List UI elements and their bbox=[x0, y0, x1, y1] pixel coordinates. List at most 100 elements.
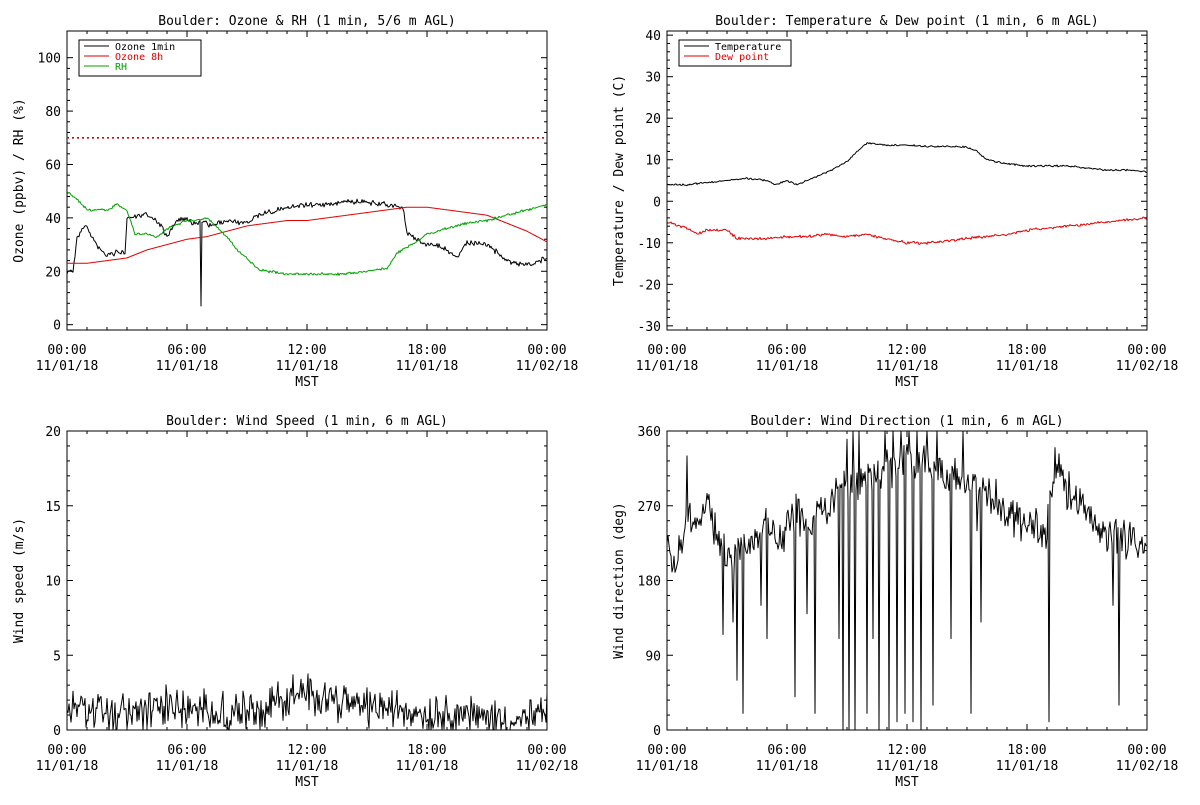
x-tick-time-label: 00:00 bbox=[1127, 743, 1166, 758]
y-tick-label: 270 bbox=[638, 500, 661, 515]
y-tick-label: 10 bbox=[45, 575, 61, 590]
y-tick-label: 0 bbox=[653, 724, 661, 739]
x-axis-label: MST bbox=[295, 775, 319, 790]
x-tick-date-label: 11/01/18 bbox=[996, 359, 1059, 374]
chart-panel-4: Boulder: Wind Direction (1 min, 6 m AGL)… bbox=[612, 414, 1178, 790]
chart-title: Boulder: Wind Speed (1 min, 6 m AGL) bbox=[166, 414, 448, 429]
chart-title: Boulder: Wind Direction (1 min, 6 m AGL) bbox=[750, 414, 1063, 429]
x-tick-time-label: 06:00 bbox=[167, 343, 206, 358]
data-area bbox=[667, 142, 1147, 245]
plot-frame bbox=[666, 430, 1148, 731]
x-tick-date-label: 11/01/18 bbox=[276, 759, 339, 774]
x-tick-date-label: 11/01/18 bbox=[276, 359, 339, 374]
x-tick-time-label: 06:00 bbox=[767, 343, 806, 358]
legend-label: Temperature bbox=[715, 42, 781, 53]
x-tick-time-label: 06:00 bbox=[767, 743, 806, 758]
x-tick-date-label: 11/01/18 bbox=[636, 359, 699, 374]
x-tick-date-label: 11/01/18 bbox=[156, 359, 219, 374]
y-tick-label: 30 bbox=[645, 71, 661, 86]
y-tick-label: 80 bbox=[45, 105, 61, 120]
x-tick-date-label: 11/02/18 bbox=[1116, 359, 1179, 374]
y-axis-label: Ozone (ppbv) / RH (%) bbox=[12, 98, 27, 262]
legend-label: Ozone 8h bbox=[115, 52, 163, 63]
x-tick-date-label: 11/02/18 bbox=[516, 359, 579, 374]
x-tick-date-label: 11/01/18 bbox=[756, 359, 819, 374]
y-tick-label: 360 bbox=[638, 425, 661, 440]
x-tick-time-label: 00:00 bbox=[647, 343, 686, 358]
chart-title: Boulder: Ozone & RH (1 min, 5/6 m AGL) bbox=[158, 14, 455, 29]
x-tick-date-label: 11/01/18 bbox=[996, 759, 1059, 774]
y-tick-label: 20 bbox=[645, 112, 661, 127]
data-area bbox=[667, 431, 1147, 730]
chart-panel-3: Boulder: Wind Speed (1 min, 6 m AGL) 0 5 10… bbox=[12, 414, 578, 790]
series-line bbox=[67, 198, 547, 307]
y-tick-label: 0 bbox=[653, 195, 661, 210]
y-axis-label: Temperature / Dew point (C) bbox=[612, 75, 627, 286]
data-area bbox=[67, 190, 547, 307]
series-line bbox=[667, 431, 1147, 730]
data-area bbox=[67, 673, 547, 730]
plot-frame bbox=[666, 30, 1148, 331]
x-tick-date-label: 11/01/18 bbox=[876, 759, 939, 774]
x-tick-date-label: 11/01/18 bbox=[156, 759, 219, 774]
x-tick-date-label: 11/01/18 bbox=[36, 759, 99, 774]
x-tick-time-label: 00:00 bbox=[47, 343, 86, 358]
y-tick-label: 15 bbox=[45, 500, 61, 515]
x-tick-date-label: 11/01/18 bbox=[636, 759, 699, 774]
chart-title: Boulder: Temperature & Dew point (1 min,… bbox=[715, 14, 1099, 29]
x-tick-date-label: 11/01/18 bbox=[36, 359, 99, 374]
y-tick-label: 0 bbox=[53, 319, 61, 334]
y-tick-label: 20 bbox=[45, 265, 61, 280]
y-tick-label: 20 bbox=[45, 425, 61, 440]
x-axis-label: MST bbox=[895, 375, 919, 390]
x-axis-label: MST bbox=[895, 775, 919, 790]
x-tick-date-label: 11/01/18 bbox=[876, 359, 939, 374]
x-tick-time-label: 00:00 bbox=[1127, 343, 1166, 358]
legend-label: RH bbox=[115, 62, 127, 73]
chart-panel-2: Boulder: Temperature & Dew point (1 min,… bbox=[612, 14, 1178, 390]
y-tick-label: -10 bbox=[638, 237, 661, 252]
y-tick-label: 5 bbox=[53, 649, 61, 664]
y-tick-label: 40 bbox=[45, 212, 61, 227]
series-line bbox=[667, 142, 1147, 187]
y-axis-label: Wind direction (deg) bbox=[612, 502, 627, 659]
x-tick-date-label: 11/02/18 bbox=[1116, 759, 1179, 774]
y-tick-label: 90 bbox=[645, 649, 661, 664]
x-tick-time-label: 18:00 bbox=[407, 343, 446, 358]
y-axis-label: Wind speed (m/s) bbox=[12, 518, 27, 643]
x-tick-time-label: 06:00 bbox=[167, 743, 206, 758]
x-tick-time-label: 00:00 bbox=[47, 743, 86, 758]
x-tick-time-label: 12:00 bbox=[287, 343, 326, 358]
x-tick-time-label: 12:00 bbox=[287, 743, 326, 758]
y-tick-label: 60 bbox=[45, 158, 61, 173]
y-tick-label: 40 bbox=[645, 29, 661, 44]
y-tick-label: 100 bbox=[38, 52, 61, 67]
x-tick-time-label: 00:00 bbox=[527, 743, 566, 758]
y-tick-label: 10 bbox=[645, 154, 661, 169]
x-tick-time-label: 12:00 bbox=[887, 343, 926, 358]
x-tick-date-label: 11/01/18 bbox=[396, 759, 459, 774]
x-tick-time-label: 12:00 bbox=[887, 743, 926, 758]
x-tick-time-label: 00:00 bbox=[647, 743, 686, 758]
x-tick-time-label: 18:00 bbox=[1007, 343, 1046, 358]
chart-panel-1: Boulder: Ozone & RH (1 min, 5/6 m AGL) 0 2… bbox=[12, 14, 578, 390]
y-tick-label: 0 bbox=[53, 724, 61, 739]
series-line bbox=[667, 216, 1147, 245]
legend-label: Ozone 1min bbox=[115, 42, 175, 53]
legend-box bbox=[678, 39, 792, 67]
x-tick-time-label: 18:00 bbox=[1007, 743, 1046, 758]
x-axis-label: MST bbox=[295, 375, 319, 390]
x-tick-date-label: 11/02/18 bbox=[516, 759, 579, 774]
legend-label: Dew point bbox=[715, 52, 769, 63]
x-tick-time-label: 00:00 bbox=[527, 343, 566, 358]
series-line bbox=[67, 673, 547, 730]
y-tick-label: 180 bbox=[638, 575, 661, 590]
series-line bbox=[67, 206, 547, 264]
y-tick-label: -20 bbox=[638, 278, 661, 293]
x-tick-date-label: 11/01/18 bbox=[756, 759, 819, 774]
series-line bbox=[67, 190, 547, 276]
